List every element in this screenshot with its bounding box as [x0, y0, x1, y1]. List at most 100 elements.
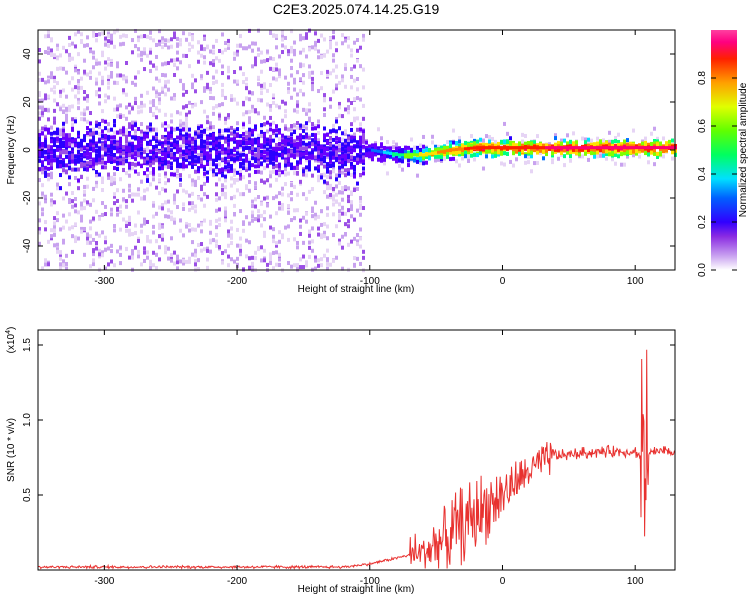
spectrogram-cell	[530, 141, 533, 146]
spectrogram-cell	[191, 154, 194, 159]
spectrogram-cell	[428, 150, 431, 155]
spectrogram-cell	[59, 89, 62, 94]
spectrogram-cell	[299, 88, 302, 93]
spectrogram-cell	[167, 79, 170, 84]
spectrogram-cell	[263, 248, 266, 253]
spectrogram-cell	[101, 160, 104, 165]
spectrogram-cell	[317, 89, 320, 94]
spectrogram-cell	[194, 262, 197, 267]
y-tick-label: 0	[22, 147, 33, 153]
spectrogram-cell	[242, 100, 245, 105]
spectrogram-cell	[56, 182, 59, 187]
spectrogram-cell	[146, 131, 149, 136]
spectrogram-cell	[308, 135, 311, 140]
spectrogram-cell	[164, 92, 167, 97]
spectrogram-cell	[260, 83, 263, 88]
spectrogram-cell	[134, 162, 137, 167]
spectrogram-cell	[596, 150, 599, 155]
spectrogram-cell	[68, 165, 71, 170]
spectrogram-cell	[137, 249, 140, 254]
spectrogram-cell	[269, 144, 272, 149]
spectrogram-cell	[68, 139, 71, 144]
spectrogram-cell	[116, 164, 119, 169]
spectrogram-cell	[104, 99, 107, 104]
spectrogram-cell	[272, 93, 275, 98]
spectrogram-cell	[296, 103, 299, 108]
spectrogram-cell	[185, 127, 188, 132]
spectrogram-cell	[284, 153, 287, 158]
spectrogram-cell	[176, 158, 179, 163]
spectrogram-cell	[80, 85, 83, 90]
spectrogram-cell	[215, 136, 218, 141]
spectrogram-cell	[266, 262, 269, 267]
spectrogram-cell	[278, 201, 281, 206]
spectrogram-cell	[221, 50, 224, 55]
spectrogram-cell	[254, 56, 257, 61]
spectrogram-cell	[335, 156, 338, 161]
spectrogram-cell	[107, 43, 110, 48]
spectrogram-cell	[41, 194, 44, 199]
spectrogram-cell	[113, 181, 116, 186]
spectrogram-cell	[128, 215, 131, 220]
spectrogram-cell	[140, 109, 143, 114]
spectrogram-cell	[215, 166, 218, 171]
spectrogram-cell	[500, 161, 503, 166]
spectrogram-cell	[449, 141, 452, 146]
spectrogram-cell	[44, 220, 47, 225]
spectrogram-cell	[281, 146, 284, 151]
spectrogram-cell	[623, 147, 626, 152]
spectrogram-cell	[221, 32, 224, 37]
spectrogram-cell	[491, 144, 494, 149]
spectrogram-cell	[47, 156, 50, 161]
spectrogram-cell	[137, 171, 140, 176]
spectrogram-cell	[299, 231, 302, 236]
spectrogram-cell	[353, 156, 356, 161]
spectrogram-cell	[62, 88, 65, 93]
spectrogram-cell	[296, 100, 299, 105]
spectrogram-cell	[89, 139, 92, 144]
spectrogram-ridge-cell	[521, 146, 524, 150]
spectrogram-cell	[239, 153, 242, 158]
spectrogram-cell	[188, 47, 191, 52]
spectrogram-cell	[317, 141, 320, 146]
spectrogram-cell	[104, 38, 107, 43]
spectrogram-cell	[257, 147, 260, 152]
spectrogram-cell	[170, 161, 173, 166]
spectrogram-cell	[176, 140, 179, 145]
spectrogram-cell	[224, 167, 227, 172]
spectrogram-cell	[389, 153, 392, 158]
spectrogram-cell	[353, 40, 356, 45]
spectrogram-cell	[161, 39, 164, 44]
spectrogram-ridge-cell	[431, 151, 434, 155]
spectrogram-cell	[257, 195, 260, 200]
spectrogram-cell	[107, 159, 110, 164]
spectrogram-cell	[434, 158, 437, 163]
spectrogram-cell	[230, 125, 233, 130]
spectrogram-cell	[332, 35, 335, 40]
spectrogram-cell	[74, 209, 77, 214]
spectrogram-cell	[269, 134, 272, 139]
spectrogram-ridge-cell	[575, 146, 578, 150]
spectrogram-cell	[584, 140, 587, 145]
spectrogram-cell	[221, 149, 224, 154]
spectrogram-cell	[53, 108, 56, 113]
spectrogram-cell	[242, 161, 245, 166]
spectrogram-cell	[428, 156, 431, 161]
spectrogram-cell	[464, 154, 467, 159]
spectrogram-cell	[131, 249, 134, 254]
spectrogram-cell	[335, 83, 338, 88]
spectrogram-cell	[350, 214, 353, 219]
spectrogram-cell	[101, 129, 104, 134]
x-tick-label: 0	[500, 276, 506, 287]
spectrogram-cell	[86, 131, 89, 136]
spectrogram-cell	[47, 177, 50, 182]
spectrogram-cell	[125, 246, 128, 251]
spectrogram-cell	[539, 151, 542, 156]
spectrogram-cell	[59, 186, 62, 191]
spectrogram-cell	[71, 144, 74, 149]
spectrogram-cell	[614, 147, 617, 152]
spectrogram-cell	[245, 167, 248, 172]
spectrogram-cell	[59, 254, 62, 259]
spectrogram-cell	[356, 157, 359, 162]
spectrogram-cell	[212, 172, 215, 177]
